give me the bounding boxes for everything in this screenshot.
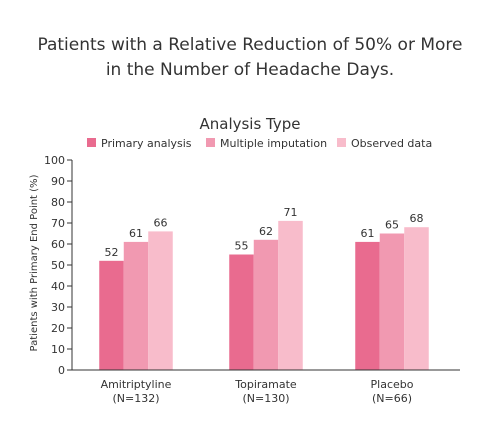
bar-value-label: 61 [361, 227, 375, 240]
y-tick-label: 0 [58, 364, 65, 377]
bar [148, 231, 173, 370]
bar [278, 220, 303, 370]
bar [123, 241, 149, 370]
bar [229, 254, 254, 370]
x-tick-label: (N=132) [112, 392, 159, 405]
legend-swatch [337, 138, 346, 147]
legend-swatch [206, 138, 215, 147]
bar-value-label: 71 [284, 206, 298, 219]
bar-value-label: 66 [154, 216, 168, 229]
x-axis: Amitriptyline(N=132) Topiramate(N=130) Pla… [72, 369, 460, 405]
bar [355, 241, 380, 370]
bar-value-label: 68 [410, 212, 424, 225]
y-tick-label: 70 [51, 217, 65, 230]
legend-entry: Multiple imputation [220, 137, 327, 150]
chart-title: Patients with a Relative Reduction of 50… [37, 35, 462, 80]
y-tick-label: 100 [44, 154, 65, 167]
y-tick-label: 90 [51, 175, 65, 188]
x-tick-label: (N=130) [242, 392, 289, 405]
y-tick-label: 80 [51, 196, 65, 209]
x-tick-label: Amitriptyline [101, 378, 172, 391]
x-tick-label: Placebo [371, 378, 414, 391]
y-axis: 0 10 20 30 40 50 60 70 80 90 100 [44, 154, 73, 377]
bar-value-label: 61 [129, 227, 143, 240]
legend-entry: Observed data [351, 137, 432, 150]
y-tick-label: 50 [51, 259, 65, 272]
bar [379, 233, 405, 370]
bar [253, 239, 279, 370]
y-tick-label: 60 [51, 238, 65, 251]
legend: Primary analysis Multiple imputation Obser… [87, 137, 432, 150]
y-tick-label: 20 [51, 322, 65, 335]
bar-value-label: 55 [235, 240, 249, 253]
bar [404, 227, 429, 370]
x-tick-label: (N=66) [372, 392, 412, 405]
chart-title-line: in the Number of Headache Days. [106, 60, 394, 80]
y-tick-label: 10 [51, 343, 65, 356]
bars: 52 61 66 55 62 71 61 65 68 [99, 206, 429, 370]
bar-value-label: 62 [259, 225, 273, 238]
y-axis-label: Patients with Primary End Point (%) [29, 174, 40, 351]
legend-entry: Primary analysis [101, 137, 192, 150]
legend-title: Analysis Type [199, 115, 300, 133]
legend-swatch [87, 138, 96, 147]
chart-title-line: Patients with a Relative Reduction of 50… [37, 35, 462, 55]
bar-value-label: 65 [385, 219, 399, 232]
x-tick-label: Topiramate [234, 378, 297, 391]
y-tick-label: 40 [51, 280, 65, 293]
bar-value-label: 52 [105, 246, 119, 259]
bar [99, 260, 124, 370]
y-tick-label: 30 [51, 301, 65, 314]
